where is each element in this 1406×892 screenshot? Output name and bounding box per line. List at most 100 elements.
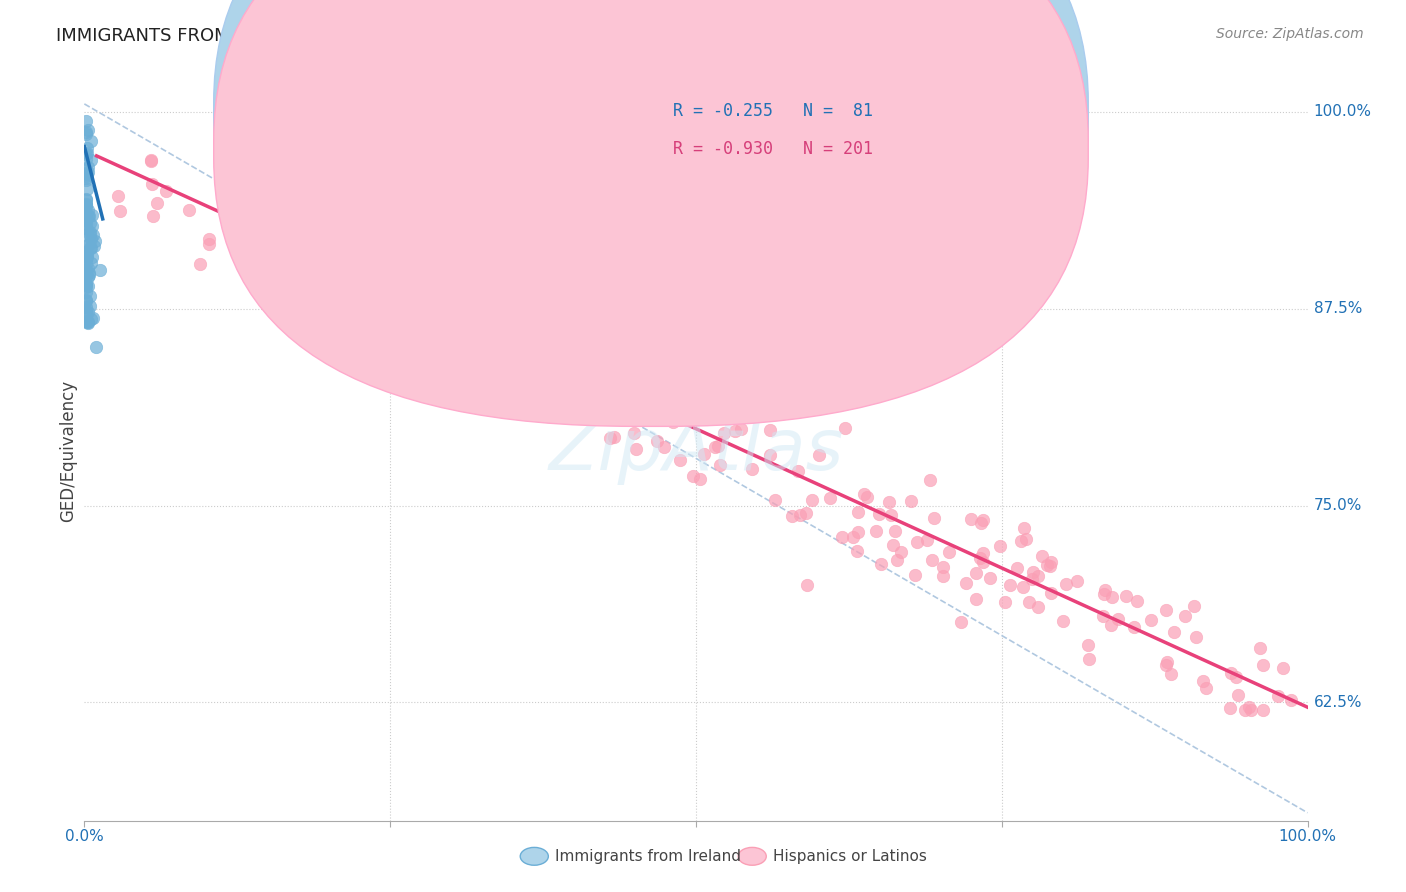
Point (75, 304, 97, 318)
Point (75, 249, 97, 263)
Point (846, 525, 869, 540)
Point (76, 123, 98, 137)
Point (76, 315, 98, 329)
Point (1094, 582, 1116, 597)
Point (1099, 617, 1122, 632)
Point (569, 351, 592, 366)
Point (75, 127, 97, 141)
Point (643, 390, 665, 404)
Point (593, 325, 616, 339)
Text: Source: ZipAtlas.com: Source: ZipAtlas.com (1216, 27, 1364, 41)
Point (900, 494, 922, 508)
Point (290, 251, 312, 265)
Point (76, 261, 98, 276)
Text: ZipAtlas: ZipAtlas (548, 416, 844, 485)
Point (845, 543, 868, 558)
Point (1251, 658, 1274, 673)
Point (582, 368, 605, 383)
Point (882, 538, 904, 552)
Point (488, 328, 510, 343)
Point (76, 314, 98, 328)
Point (554, 302, 576, 317)
Point (75, 197, 97, 211)
Point (198, 232, 221, 246)
Point (84, 340, 107, 354)
Point (416, 299, 439, 313)
Point (76, 145, 98, 160)
Point (75, 257, 97, 271)
Point (404, 270, 426, 285)
Point (599, 431, 621, 445)
Point (434, 307, 457, 321)
Point (75, 277, 97, 292)
Point (371, 312, 394, 326)
Point (399, 292, 422, 306)
Point (707, 439, 730, 453)
Y-axis label: GED/Equivalency: GED/Equivalency (59, 379, 77, 522)
Point (79, 289, 101, 303)
Point (75, 192, 97, 206)
Text: IMMIGRANTS FROM IRELAND VS HISPANIC OR LATINO GED/EQUIVALENCY CORRELATION CHART: IMMIGRANTS FROM IRELAND VS HISPANIC OR L… (56, 27, 914, 45)
Point (254, 223, 277, 237)
Point (1195, 681, 1218, 695)
Point (76, 315, 98, 329)
Point (682, 468, 704, 483)
Point (1126, 593, 1149, 607)
Point (75, 125, 97, 139)
Point (1233, 703, 1256, 717)
Point (853, 487, 876, 501)
Point (1237, 700, 1260, 714)
Point (1251, 703, 1274, 717)
Point (661, 415, 683, 429)
Point (1040, 586, 1063, 600)
Point (75, 252, 97, 267)
Point (79, 232, 101, 246)
Point (142, 209, 165, 223)
Text: Immigrants from Ireland: Immigrants from Ireland (555, 849, 741, 863)
Point (1279, 693, 1302, 707)
Point (76, 202, 98, 217)
Point (75, 293, 97, 307)
Point (339, 249, 361, 263)
Point (1031, 549, 1053, 564)
Point (1026, 600, 1049, 615)
Point (294, 247, 316, 261)
Point (75, 217, 97, 231)
Point (80, 153, 103, 168)
Point (1022, 565, 1045, 579)
Point (969, 551, 991, 566)
Point (998, 578, 1021, 592)
Point (77, 165, 100, 179)
Point (79, 268, 101, 282)
Text: R = -0.255   N =  81: R = -0.255 N = 81 (673, 103, 873, 120)
Point (1012, 521, 1035, 535)
Point (583, 380, 606, 394)
Text: 100.0%: 100.0% (1278, 829, 1337, 844)
Point (1036, 558, 1059, 572)
Point (309, 283, 332, 297)
Point (76, 248, 98, 262)
Point (75, 198, 97, 212)
Point (76, 250, 98, 264)
Point (75, 113, 97, 128)
Point (75, 239, 97, 253)
Point (890, 545, 912, 559)
Point (77, 209, 100, 223)
Point (763, 492, 786, 507)
Point (75, 263, 97, 277)
Point (89, 262, 111, 277)
Point (972, 555, 994, 569)
Point (470, 300, 492, 314)
Point (75, 277, 97, 291)
Point (77, 305, 100, 319)
Point (789, 508, 811, 523)
Point (242, 245, 264, 260)
Point (82, 227, 104, 242)
Point (236, 235, 259, 249)
Point (1240, 703, 1263, 717)
Point (380, 298, 402, 312)
Point (624, 442, 647, 457)
Point (225, 227, 247, 242)
Point (988, 539, 1011, 553)
Point (76, 182, 98, 196)
